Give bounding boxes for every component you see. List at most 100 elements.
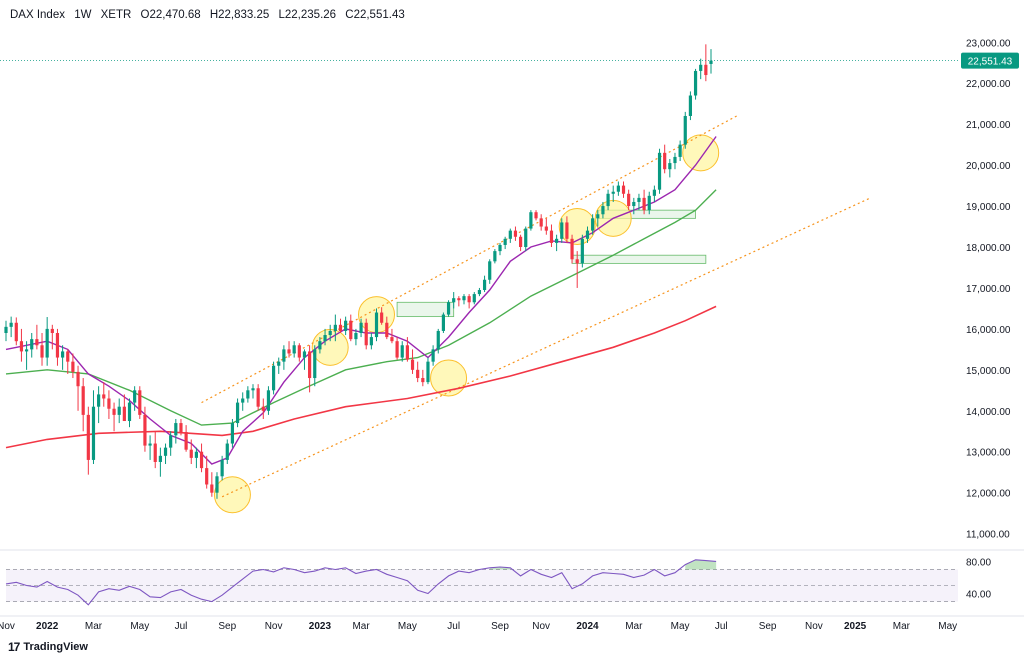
candle-body	[668, 163, 672, 170]
close-value: C22,551.43	[345, 9, 405, 21]
candle-body	[354, 332, 358, 340]
candle-body	[133, 390, 137, 403]
interval-label[interactable]: 1W	[74, 9, 92, 21]
time-tick-label: 2025	[844, 621, 867, 632]
candle-body	[513, 230, 518, 237]
chart-header: DAX Index 1W XETR O22,470.68 H22,833.25 …	[10, 9, 411, 21]
candle-body	[50, 328, 54, 333]
price-axis: 23,000.00 22,000.00 21,000.00 20,000.00 19,0…	[966, 38, 1011, 600]
candle	[534, 210, 538, 221]
time-tick-label: Mar	[893, 621, 911, 632]
candle	[241, 392, 245, 411]
candle	[344, 316, 348, 336]
candle-body	[138, 390, 142, 415]
tradingview-logo-icon: 17	[8, 640, 20, 654]
candle	[657, 148, 662, 194]
candle-body	[616, 185, 620, 192]
candle-body	[441, 314, 446, 331]
symbol-name[interactable]: DAX Index	[10, 9, 65, 21]
candle-body	[313, 349, 317, 379]
exchange-label: XETR	[100, 9, 132, 21]
candle-body	[210, 484, 214, 493]
price-tick-label: 14,000.00	[966, 407, 1011, 418]
candle	[261, 398, 265, 419]
candle-body	[127, 402, 132, 422]
candle-body	[472, 294, 476, 303]
candle	[55, 328, 60, 366]
candle-body	[493, 251, 497, 262]
candle-body	[271, 365, 276, 391]
support-zones	[396, 209, 707, 318]
candle	[472, 292, 476, 305]
price-tick-label: 16,000.00	[966, 325, 1011, 336]
candle-body	[364, 322, 368, 346]
candle	[292, 341, 296, 358]
candle-body	[308, 351, 312, 379]
last-price-label: 22,551.43	[968, 57, 1013, 68]
candle-body	[405, 345, 409, 360]
rsi-tick-label: 80.00	[966, 557, 991, 568]
candle-body	[292, 345, 296, 354]
candle-body	[344, 320, 348, 331]
candle-body	[19, 341, 24, 352]
candle	[163, 443, 168, 465]
channel-upper-line	[201, 115, 738, 404]
time-tick-label: Jul	[175, 621, 188, 632]
candle	[45, 317, 49, 366]
candle	[86, 406, 90, 475]
time-tick-label: Nov	[805, 621, 823, 632]
candle-body	[14, 322, 18, 342]
candle	[359, 318, 363, 338]
candle-body	[555, 238, 559, 243]
candle	[61, 345, 65, 370]
candle-body	[637, 197, 641, 202]
candle-body	[256, 388, 260, 407]
candle	[117, 398, 121, 424]
candle	[184, 425, 188, 452]
candle	[565, 216, 569, 243]
candle	[498, 242, 502, 256]
candle	[313, 345, 317, 387]
tradingview-brand[interactable]: 17 TradingView	[8, 640, 88, 654]
price-tick-label: 22,000.00	[966, 79, 1011, 90]
candle-body	[452, 298, 456, 303]
time-tick-label: Mar	[85, 621, 103, 632]
candle	[251, 384, 255, 399]
candle	[323, 328, 327, 346]
time-tick-label: Nov	[265, 621, 283, 632]
candle-body	[482, 279, 487, 290]
candle-body	[112, 408, 116, 415]
candle	[4, 320, 8, 342]
candle-body	[518, 236, 523, 248]
candle	[71, 353, 75, 379]
candle	[194, 447, 198, 469]
candle	[102, 382, 106, 407]
candle	[585, 226, 590, 243]
candle-body	[390, 337, 394, 342]
candle	[35, 324, 39, 350]
candle	[627, 189, 631, 211]
candle	[349, 314, 353, 342]
time-tick-label: 2024	[576, 621, 599, 632]
time-tick-label: Nov	[0, 621, 15, 632]
candle-body	[457, 298, 461, 301]
candle	[591, 214, 595, 235]
candle-body	[693, 70, 698, 96]
candle	[693, 68, 698, 100]
time-tick-label: May	[671, 621, 690, 632]
rsi-line	[5, 559, 717, 606]
candle-body	[498, 244, 502, 252]
candle-body	[235, 402, 240, 424]
candle	[678, 140, 682, 162]
candle	[616, 181, 620, 196]
candle-body	[40, 345, 44, 358]
candle-body	[673, 156, 677, 164]
candle	[30, 332, 34, 358]
candle	[539, 214, 543, 231]
candle	[282, 345, 286, 370]
candle	[133, 386, 137, 411]
candle	[364, 318, 368, 350]
candle-body	[570, 238, 574, 260]
candle-body	[704, 64, 708, 76]
